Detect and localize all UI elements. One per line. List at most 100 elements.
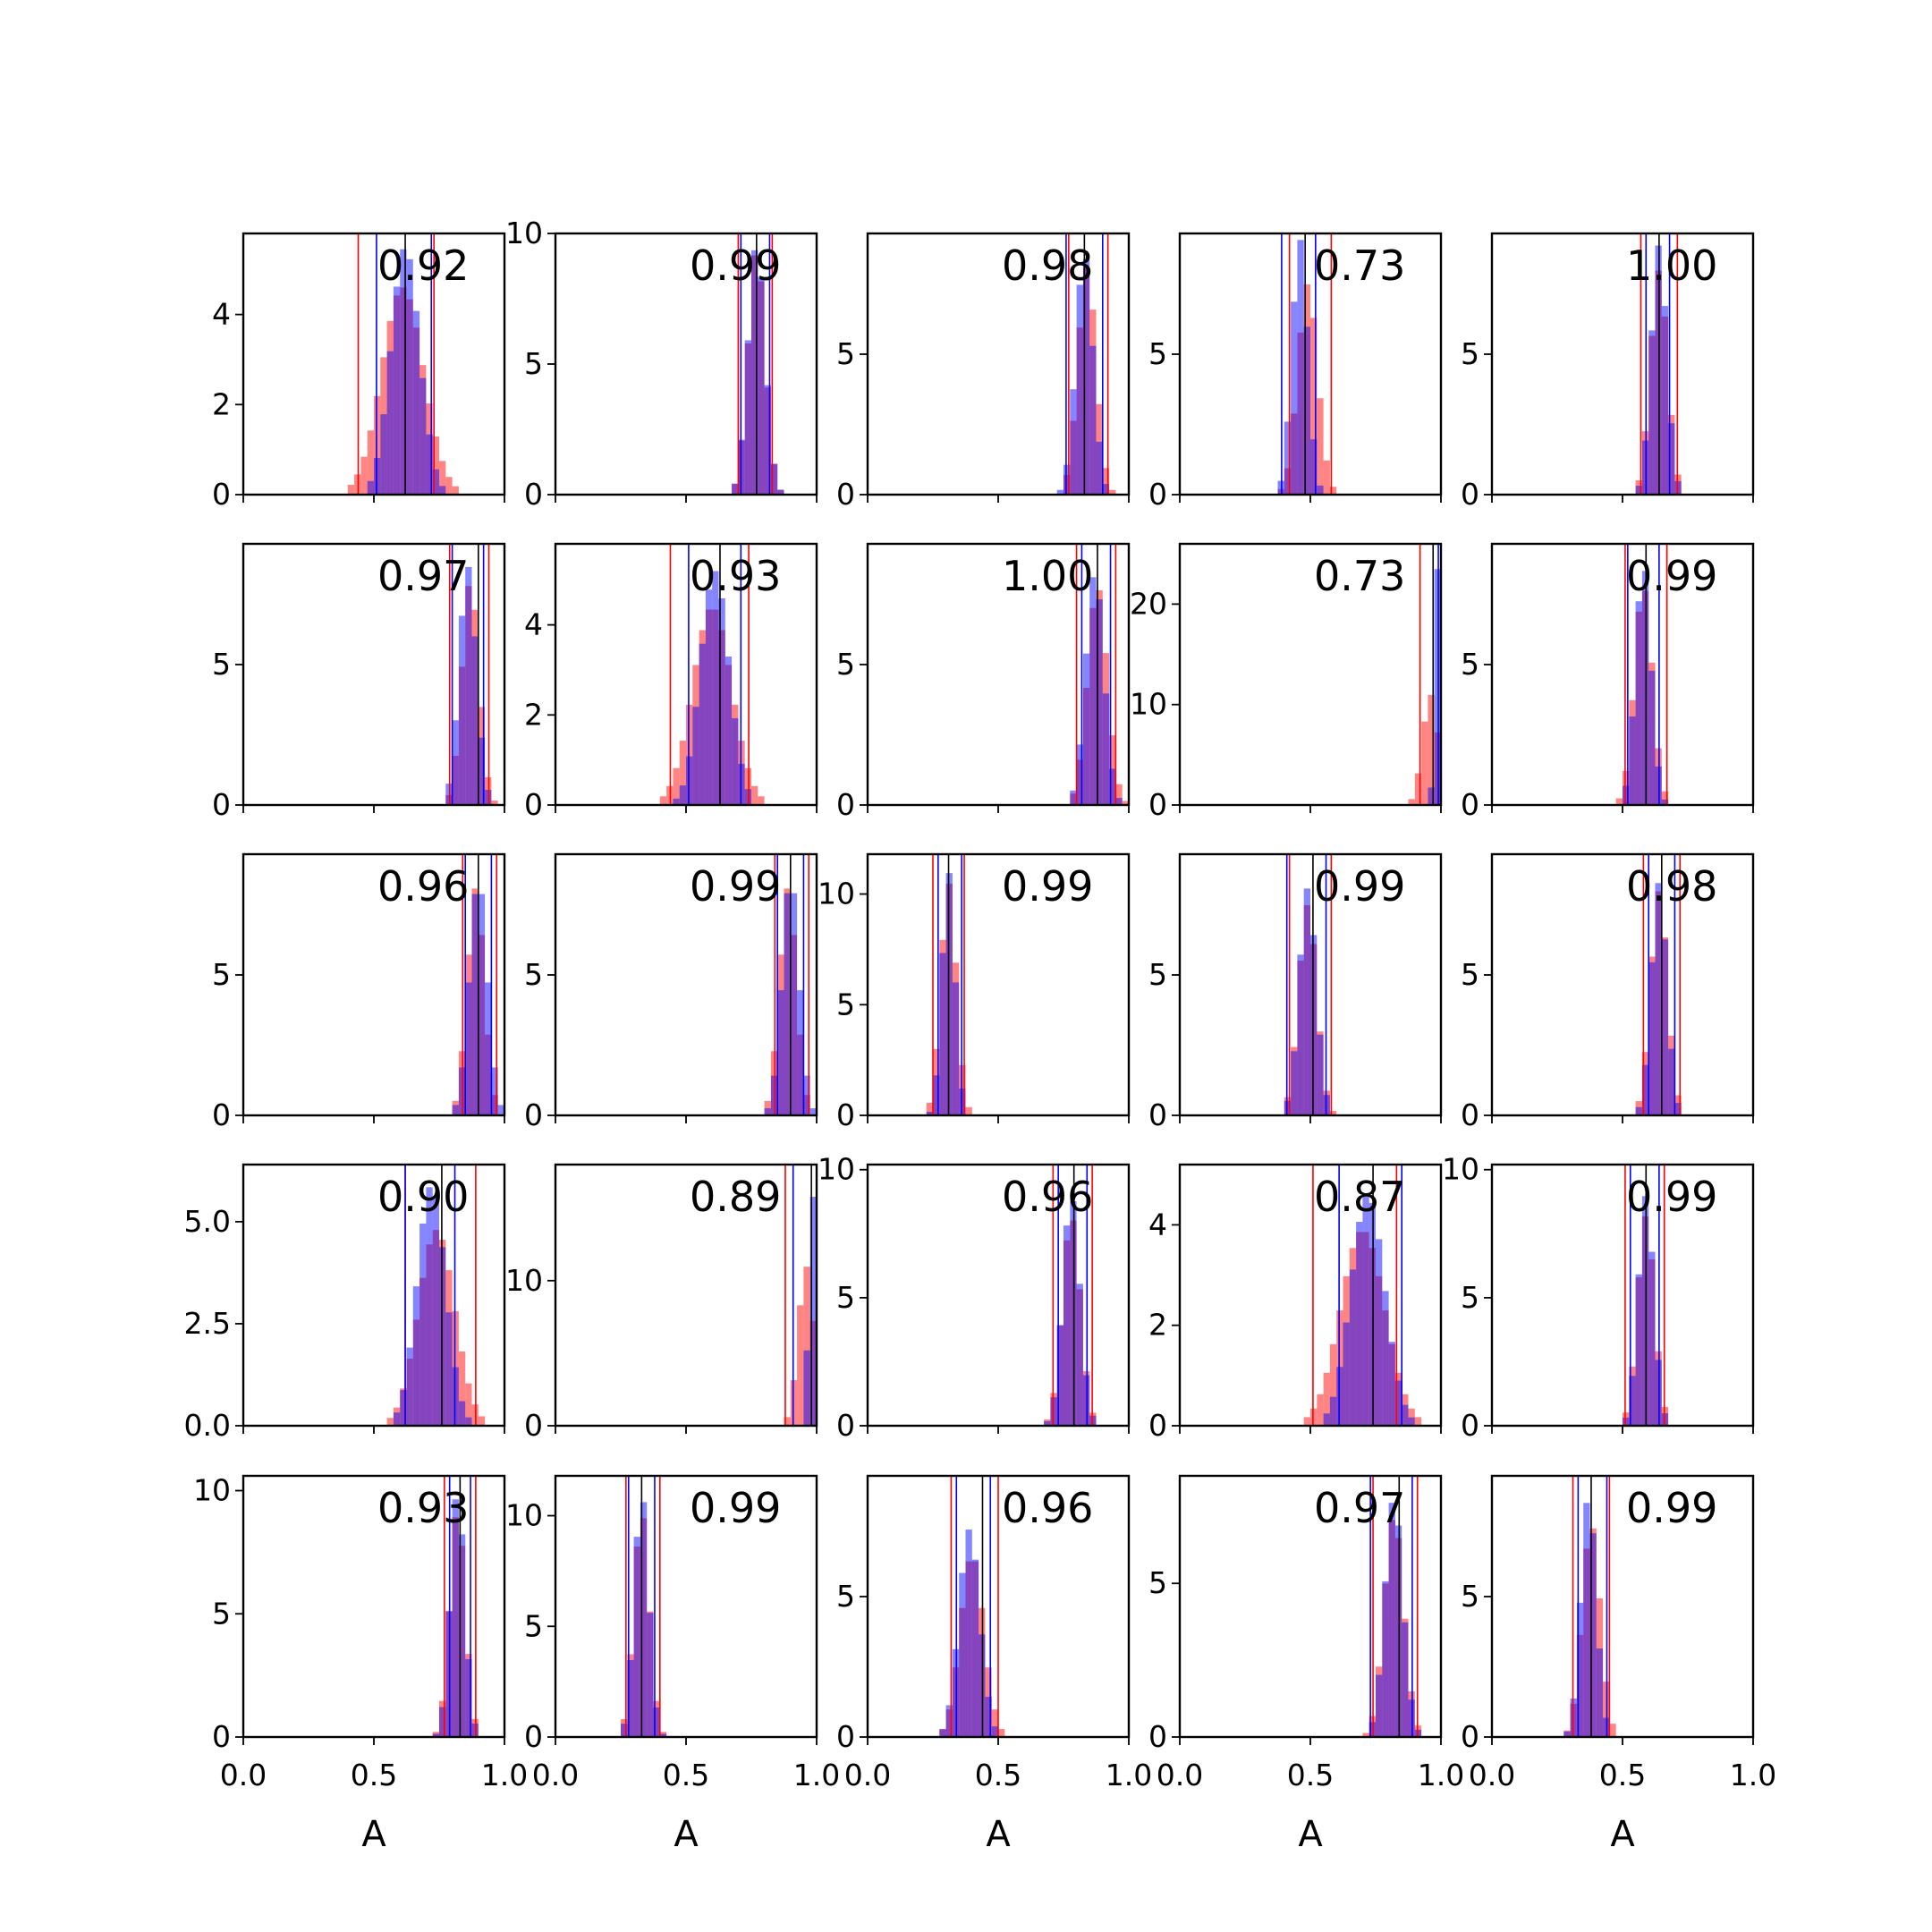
red-hist-bar xyxy=(412,1319,420,1426)
blue-hist-bar xyxy=(724,657,733,805)
red-hist-bar xyxy=(1303,905,1310,1115)
y-tick-label: 2.5 xyxy=(184,1306,231,1341)
panel-score: 0.98 xyxy=(1002,242,1093,290)
blue-hist-bar xyxy=(627,1659,634,1737)
red-hist-bar xyxy=(1408,1408,1415,1426)
red-hist-bar xyxy=(1323,1372,1330,1426)
red-hist-bar xyxy=(1329,1343,1337,1426)
blue-hist-bar xyxy=(1082,653,1090,805)
blue-hist-bar xyxy=(1402,1404,1409,1426)
red-hist-bar xyxy=(965,1561,972,1737)
blue-hist-bar xyxy=(1096,599,1103,805)
blue-hist-bar xyxy=(1563,1731,1571,1737)
panel-2-1: 050.97 xyxy=(212,542,506,822)
blue-hist-bar xyxy=(809,1197,817,1426)
y-tick-label: 5 xyxy=(836,1280,855,1315)
blue-hist-bar xyxy=(971,1559,979,1737)
red-hist-bar xyxy=(1102,468,1110,495)
panel-score: 0.97 xyxy=(1314,1484,1405,1532)
panel-1-3: 050.98 xyxy=(836,232,1131,512)
blue-hist-bar xyxy=(1589,1533,1597,1737)
red-hist-bar xyxy=(758,796,765,805)
blue-hist-bar xyxy=(471,636,479,805)
panel-score: 0.89 xyxy=(690,1173,781,1221)
blue-hist-bar xyxy=(732,483,739,495)
y-tick-label: 20 xyxy=(1130,586,1167,621)
red-hist-bar xyxy=(367,430,374,495)
red-hist-bar xyxy=(1291,413,1298,495)
panel-score: 0.99 xyxy=(690,862,781,911)
panel-1-2: 0 5 10 0.99 xyxy=(505,216,818,512)
y-tick-label: 2 xyxy=(524,697,543,732)
red-hist-bar xyxy=(439,1700,446,1737)
red-hist-bar xyxy=(1063,1240,1071,1426)
blue-hist-bar xyxy=(465,1417,472,1426)
blue-hist-bar xyxy=(732,717,739,805)
y-tick-label: 5 xyxy=(1148,1565,1167,1600)
blue-hist-bar xyxy=(1044,1420,1051,1426)
blue-hist-bar xyxy=(1596,1648,1604,1737)
blue-hist-bar xyxy=(1376,1239,1383,1426)
y-tick-label: 10 xyxy=(505,1498,543,1533)
red-hist-bar xyxy=(1356,1232,1363,1426)
x-tick-label: 0.0 xyxy=(1469,1758,1515,1792)
panel-3-2: 050.99 xyxy=(524,852,818,1132)
red-hist-bar xyxy=(1349,1248,1357,1426)
red-hist-bar xyxy=(1414,773,1422,805)
x-tick-label: 0.0 xyxy=(532,1758,579,1792)
red-hist-bar xyxy=(458,1351,466,1426)
red-hist-bar xyxy=(1596,1597,1604,1737)
red-hist-bar xyxy=(1428,694,1435,805)
red-hist-bar xyxy=(732,704,739,805)
y-tick-label: 0 xyxy=(1461,477,1479,512)
blue-hist-bar xyxy=(809,1108,817,1115)
red-hist-bar xyxy=(1376,1275,1383,1426)
y-tick-label: 5 xyxy=(1148,957,1167,992)
red-hist-bar xyxy=(1655,891,1662,1115)
red-hist-bar xyxy=(412,327,420,495)
red-hist-bar xyxy=(621,1718,628,1737)
blue-hist-bar xyxy=(419,377,427,495)
panel-score: 0.90 xyxy=(377,1173,469,1221)
panel-score: 0.92 xyxy=(377,242,469,290)
y-tick-label: 0 xyxy=(1148,477,1167,512)
panel-score: 0.93 xyxy=(690,552,781,600)
blue-hist-bar xyxy=(412,310,420,495)
blue-hist-bar xyxy=(1428,787,1435,805)
x-axis-label: A xyxy=(1610,1814,1635,1855)
blue-hist-bar xyxy=(452,720,459,805)
blue-hist-bar xyxy=(1382,1291,1389,1426)
red-hist-bar xyxy=(1317,1031,1324,1115)
blue-hist-bar xyxy=(1668,1048,1675,1115)
blue-hist-bar xyxy=(1648,330,1656,495)
red-hist-bar xyxy=(1076,1289,1083,1426)
panel-2-2: 0 2 4 0.93 xyxy=(524,542,818,822)
red-hist-bar xyxy=(452,755,459,805)
y-tick-label: 0 xyxy=(212,787,231,822)
blue-hist-bar xyxy=(751,250,758,495)
blue-hist-bar xyxy=(1076,1284,1083,1426)
red-hist-bar xyxy=(1648,956,1656,1115)
panel-score: 0.99 xyxy=(690,242,781,290)
blue-hist-bar xyxy=(445,1312,453,1426)
blue-hist-bar xyxy=(393,1412,401,1426)
red-hist-bar xyxy=(777,954,784,1115)
blue-hist-bar xyxy=(959,1572,966,1737)
y-tick-label: 5 xyxy=(524,346,543,381)
red-hist-bar xyxy=(419,1277,427,1426)
red-hist-bar xyxy=(347,485,355,495)
blue-hist-bar xyxy=(1648,1251,1656,1426)
red-hist-bar xyxy=(432,1732,439,1737)
red-hist-bar xyxy=(945,1709,953,1737)
blue-hist-bar xyxy=(491,1067,498,1115)
y-tick-label: 5 xyxy=(836,987,855,1021)
red-hist-bar xyxy=(998,1729,1005,1737)
panel-5-2: 0 5 10 0.0 0.5 1.0 A 0.99 xyxy=(505,1474,840,1855)
blue-hist-bar xyxy=(1635,1274,1642,1426)
y-tick-label: 5 xyxy=(836,336,855,371)
red-hist-bar xyxy=(432,436,439,495)
blue-hist-bar xyxy=(400,249,407,495)
red-hist-bar xyxy=(1376,1666,1383,1737)
red-hist-bar xyxy=(386,320,394,495)
